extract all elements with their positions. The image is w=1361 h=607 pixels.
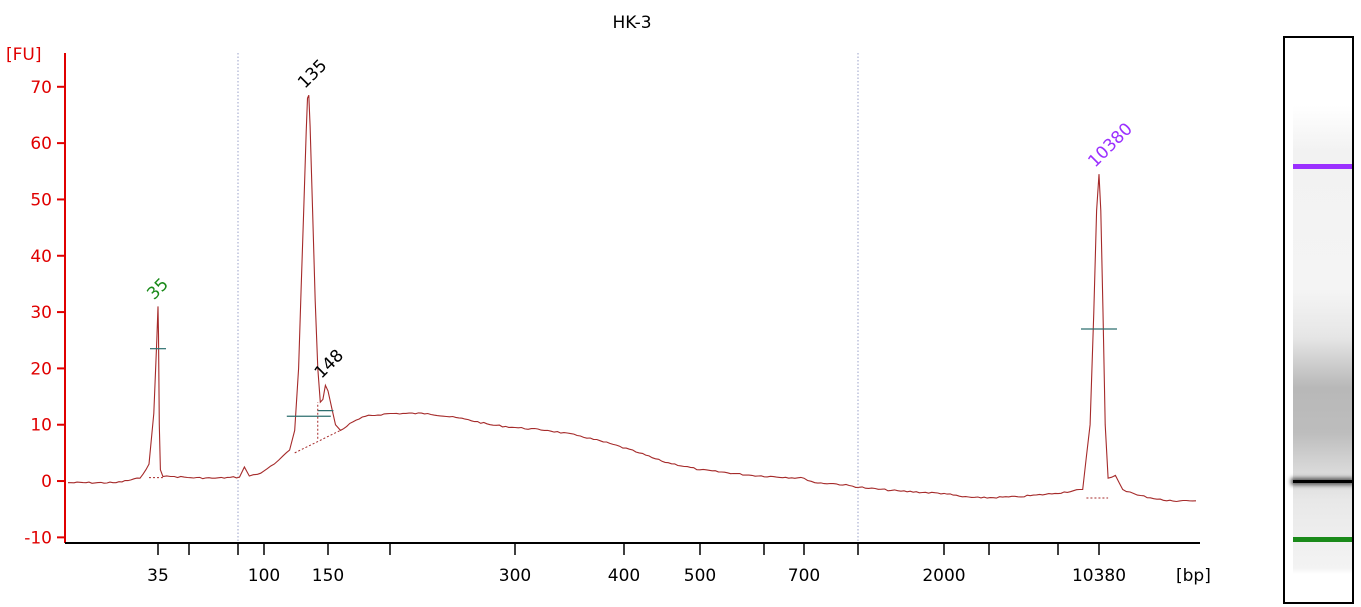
y-tick-label: 40 [30,247,52,267]
x-axis: 35 100 150 300 400 500 700 2000 10380 [65,542,1200,586]
y-axis: -10 0 10 20 30 40 50 60 70 [24,53,66,548]
peak-label: 148 [311,346,348,383]
x-tick-label: 150 [312,566,344,586]
x-tick-label: 2000 [922,566,965,586]
y-tick-label: 70 [30,78,52,98]
x-tick-label: 400 [608,566,640,586]
electropherogram-chart: HK-3 [FU] [bp] -10 0 10 20 30 40 50 60 70 35 100 1… [6,13,1211,586]
gel-band [1293,536,1352,542]
y-tick-label: 0 [41,472,52,492]
x-axis-label: [bp] [1176,566,1211,586]
signal-trace [68,94,1197,503]
y-tick-label: 20 [30,359,52,379]
y-tick-label: 30 [30,303,52,323]
peak-label: 135 [294,56,331,93]
gel-image [1283,36,1354,604]
plot-area [68,94,1197,503]
x-tick-label: 500 [684,566,716,586]
x-tick-label: 300 [499,566,531,586]
chart-title: HK-3 [612,13,651,33]
x-tick-label: 100 [248,566,280,586]
y-tick-label: 50 [30,190,52,210]
peak-labels: 35 135 148 10380 [143,56,1136,383]
peak-baseline [294,429,341,454]
y-axis-label: [FU] [6,45,42,65]
x-tick-label: 10380 [1072,566,1126,586]
gel-lane [1293,38,1352,602]
gel-band [1293,163,1352,169]
y-tick-label: 60 [30,134,52,154]
x-tick-label: 700 [788,566,820,586]
reference-lines [237,53,859,543]
y-tick-label: -10 [24,528,52,548]
peak-label: 35 [143,275,172,304]
gel-band [1293,479,1352,483]
x-tick-label: 35 [147,566,169,586]
y-tick-label: 10 [30,416,52,436]
peak-label: 10380 [1084,119,1136,171]
